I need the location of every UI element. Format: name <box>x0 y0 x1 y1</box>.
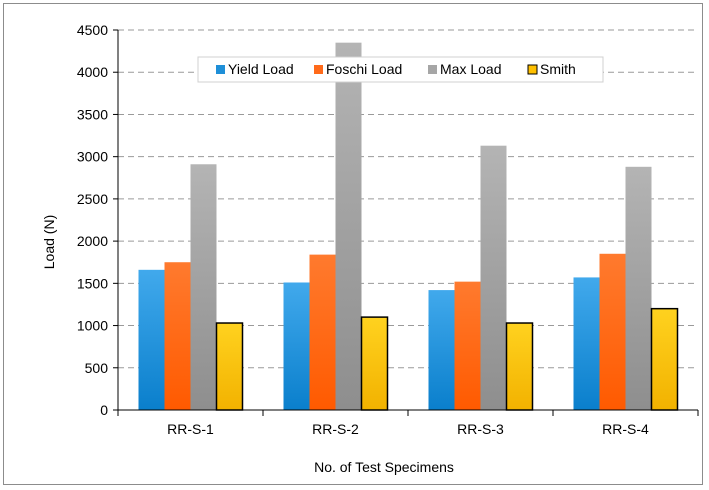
y-tick-label: 0 <box>100 402 108 418</box>
legend-swatch <box>216 65 225 74</box>
bars <box>138 42 679 411</box>
y-tick-label: 2500 <box>77 191 108 207</box>
y-tick-label: 2000 <box>77 233 108 249</box>
bar-yield-load-rr-s-3 <box>428 290 455 410</box>
legend-label: Smith <box>540 61 576 77</box>
legend-swatch <box>314 65 323 74</box>
x-tick-labels: RR-S-1 RR-S-2 RR-S-3 RR-S-4 <box>167 421 649 437</box>
bar-max-load-rr-s-2 <box>335 42 362 411</box>
y-tick-label: 4000 <box>77 64 108 80</box>
bar-max-load-rr-s-4 <box>625 166 652 410</box>
legend: Yield Load Foschi Load Max Load Smith <box>197 56 604 83</box>
legend-label: Foschi Load <box>326 61 402 77</box>
bar-foschi-load-rr-s-2 <box>309 254 336 410</box>
x-tick-label: RR-S-2 <box>312 421 359 437</box>
bar-foschi-load-rr-s-4 <box>599 253 626 410</box>
legend-label: Max Load <box>440 61 501 77</box>
y-tick-label: 500 <box>85 360 109 376</box>
axes <box>113 29 699 416</box>
x-tick-label: RR-S-1 <box>167 421 214 437</box>
bar-foschi-load-rr-s-1 <box>164 262 191 410</box>
bar-max-load-rr-s-3 <box>480 145 507 410</box>
bar-yield-load-rr-s-1 <box>138 269 165 410</box>
y-tick-label: 4500 <box>77 22 108 38</box>
bar-max-load-rr-s-1 <box>190 164 217 410</box>
legend-swatch <box>428 65 437 74</box>
bar-yield-load-rr-s-4 <box>573 277 600 410</box>
x-tick-label: RR-S-3 <box>457 421 504 437</box>
bar-yield-load-rr-s-2 <box>283 282 310 410</box>
chart-frame <box>3 3 703 485</box>
bar-smith-rr-s-1 <box>215 322 244 411</box>
bar-smith-rr-s-4 <box>650 307 679 411</box>
y-tick-label: 1000 <box>77 318 108 334</box>
bar-smith-rr-s-2 <box>360 316 389 411</box>
y-tick-labels: 0 500 1000 1500 2000 2500 3000 3500 4000 4500 <box>77 22 108 418</box>
y-tick-label: 3000 <box>77 149 108 165</box>
legend-label: Yield Load <box>228 61 294 77</box>
x-axis-title: No. of Test Specimens <box>314 459 454 475</box>
legend-swatch <box>527 64 538 75</box>
bar-smith-rr-s-3 <box>505 322 534 411</box>
y-tick-label: 3500 <box>77 106 108 122</box>
y-axis-title: Load (N) <box>41 215 57 269</box>
y-tick-label: 1500 <box>77 275 108 291</box>
bar-foschi-load-rr-s-3 <box>454 281 481 410</box>
x-tick-label: RR-S-4 <box>602 421 649 437</box>
